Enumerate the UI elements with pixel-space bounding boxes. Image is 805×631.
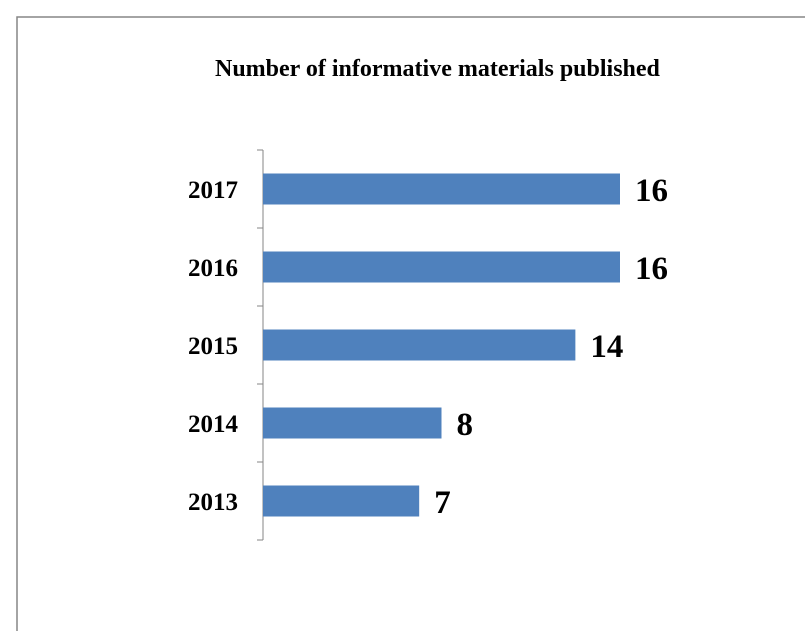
category-label: 2017: [188, 177, 238, 204]
bar: [263, 485, 420, 517]
bar: [263, 329, 576, 361]
chart-title: Number of informative materials publishe…: [215, 56, 661, 82]
data-label: 7: [434, 485, 451, 521]
data-label: 14: [590, 329, 623, 365]
category-label: 2013: [188, 489, 238, 516]
data-label: 8: [457, 407, 474, 443]
category-label: 2016: [188, 255, 238, 282]
data-label: 16: [635, 173, 668, 209]
category-label: 2015: [188, 333, 238, 360]
bar: [263, 407, 442, 439]
data-label: 16: [635, 251, 668, 287]
bar: [263, 251, 620, 283]
chart-border: [16, 16, 805, 631]
category-label: 2014: [188, 411, 239, 438]
plot-area: 2013 7 2014 8 2015 14 2016 16 2017 16: [188, 149, 668, 541]
bar: [263, 173, 620, 205]
